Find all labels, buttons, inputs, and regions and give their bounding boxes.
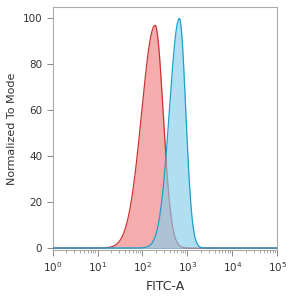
X-axis label: FITC-A: FITC-A: [145, 280, 185, 293]
Y-axis label: Normalized To Mode: Normalized To Mode: [7, 72, 17, 185]
